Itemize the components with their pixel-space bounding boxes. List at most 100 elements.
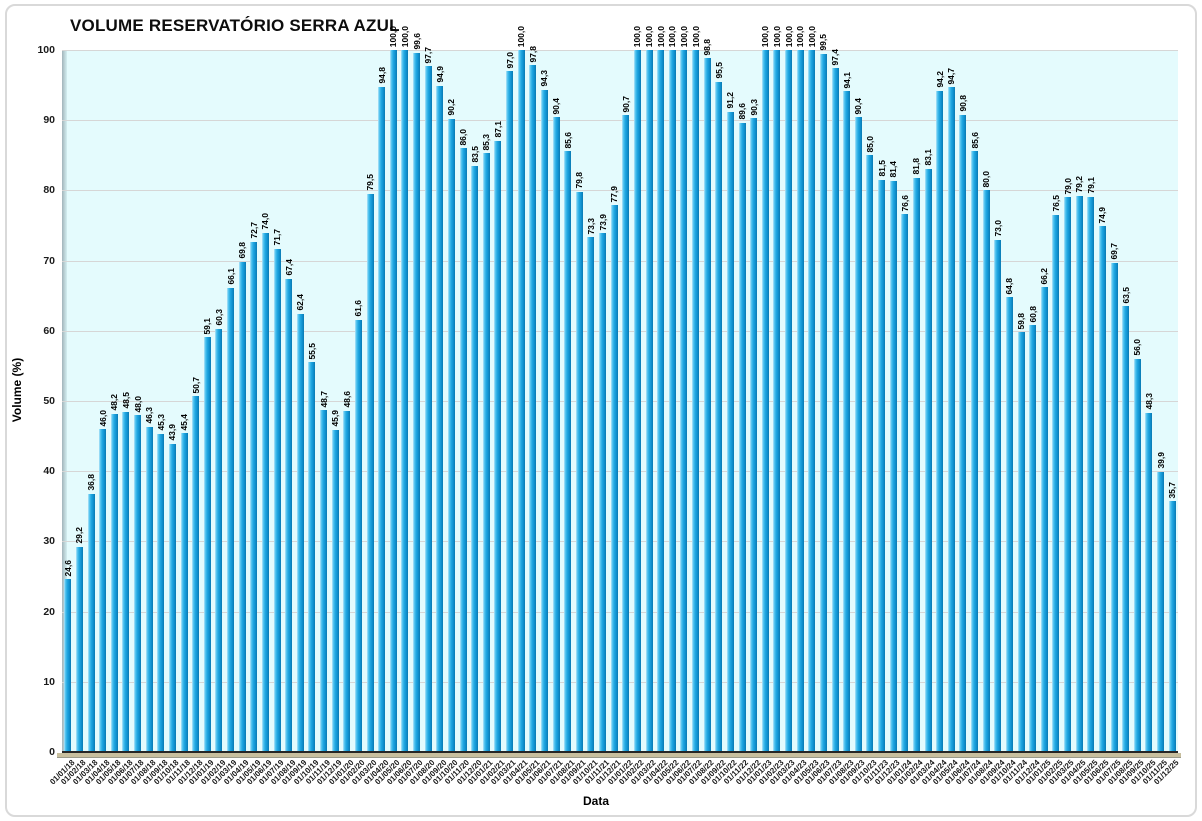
bar <box>1168 501 1176 752</box>
bar-value-label: 85,6 <box>969 131 980 149</box>
bar <box>901 214 909 752</box>
bar-value-label: 29,2 <box>74 527 85 545</box>
bar <box>192 396 200 752</box>
bar <box>1087 196 1095 752</box>
bar-value-label: 100,0 <box>667 25 678 47</box>
bar <box>796 50 804 752</box>
bar <box>378 86 386 752</box>
bar <box>145 426 153 752</box>
bar-value-label: 73,0 <box>992 220 1003 237</box>
y-tick-label: 50 <box>43 395 55 407</box>
bar <box>436 85 444 752</box>
bar-value-label: 48,0 <box>132 395 143 413</box>
bar-value-label: 79,1 <box>1085 177 1096 194</box>
bar-value-label: 100,0 <box>806 25 817 47</box>
bar <box>924 168 932 752</box>
bar <box>1098 226 1106 752</box>
bar-value-label: 94,7 <box>946 67 957 85</box>
gridline <box>62 471 1178 473</box>
bar-value-label: 100,0 <box>771 25 782 47</box>
bar-value-label: 90,4 <box>551 97 562 115</box>
bar-value-label: 85,0 <box>864 135 875 153</box>
bar <box>134 415 142 752</box>
x-axis-title: Data <box>582 794 610 808</box>
bar <box>122 411 130 752</box>
bar <box>110 413 118 752</box>
bar-value-label: 73,3 <box>585 217 596 235</box>
bar <box>692 50 700 752</box>
bar-value-label: 46,3 <box>144 407 155 424</box>
bar-value-label: 46,0 <box>97 409 108 427</box>
y-tick-label: 0 <box>49 746 55 758</box>
bar <box>64 579 72 752</box>
bar-value-label: 90,4 <box>853 97 864 115</box>
bar <box>354 319 362 752</box>
bar-value-label: 94,9 <box>434 66 445 83</box>
bar <box>203 337 211 752</box>
bar <box>75 547 83 752</box>
bar <box>761 50 769 752</box>
y-tick-label: 80 <box>43 184 55 197</box>
bar <box>401 50 409 752</box>
bar <box>250 241 258 752</box>
bar <box>1145 412 1153 752</box>
bar <box>1052 214 1060 752</box>
bar-value-label: 90,7 <box>620 95 631 113</box>
bar <box>575 191 583 752</box>
bar-value-label: 59,1 <box>202 317 213 335</box>
y-tick-label: 70 <box>43 254 55 267</box>
bar <box>99 429 107 752</box>
bar-value-label: 100,0 <box>632 25 643 47</box>
bar <box>261 232 269 752</box>
gridline <box>62 611 1178 613</box>
bar <box>87 493 95 752</box>
bar-value-label: 35,7 <box>1167 481 1178 499</box>
bar <box>936 90 944 752</box>
bar-value-label: 97,7 <box>423 46 434 64</box>
bar <box>831 68 839 752</box>
bar-value-label: 79,5 <box>365 174 376 191</box>
bar-value-label: 94,1 <box>841 71 852 89</box>
bar-value-label: 48,5 <box>120 391 131 409</box>
gridline <box>62 190 1178 192</box>
gridline <box>62 401 1178 402</box>
bar <box>227 287 235 752</box>
gridline <box>62 50 1178 51</box>
bar-value-label: 48,7 <box>318 390 329 408</box>
bar-value-label: 56,0 <box>1132 339 1143 356</box>
bar <box>447 118 455 752</box>
bar <box>773 50 781 752</box>
bar <box>1075 196 1083 752</box>
bar <box>343 410 351 752</box>
bar <box>610 205 618 752</box>
bar <box>413 52 421 752</box>
bar-value-label: 87,1 <box>492 121 503 138</box>
y-tick-label: 20 <box>43 605 55 618</box>
bar-value-label: 66,1 <box>225 268 236 285</box>
bar <box>1017 332 1025 752</box>
y-tick-label: 10 <box>43 675 55 688</box>
bar <box>552 117 560 752</box>
bar-value-label: 81,8 <box>911 158 922 175</box>
bar <box>878 179 886 752</box>
bar <box>517 50 525 752</box>
bar-value-label: 83,1 <box>923 149 934 166</box>
bar <box>1110 262 1118 752</box>
bar-value-label: 66,2 <box>1039 267 1050 285</box>
bar <box>366 193 374 752</box>
bar <box>947 87 955 752</box>
bar-value-label: 94,8 <box>376 66 387 84</box>
bar <box>215 328 223 752</box>
bar-value-label: 95,5 <box>713 62 724 79</box>
gridline <box>62 681 1178 683</box>
bar-value-label: 89,6 <box>737 103 748 121</box>
bar-value-label: 79,8 <box>574 172 585 189</box>
bar <box>285 278 293 752</box>
bar-value-label: 97,4 <box>830 48 841 66</box>
y-tick-label: 100 <box>37 44 55 56</box>
bar <box>180 433 188 752</box>
bar <box>1029 325 1037 752</box>
bar-value-label: 77,9 <box>609 185 620 203</box>
bar <box>750 118 758 752</box>
